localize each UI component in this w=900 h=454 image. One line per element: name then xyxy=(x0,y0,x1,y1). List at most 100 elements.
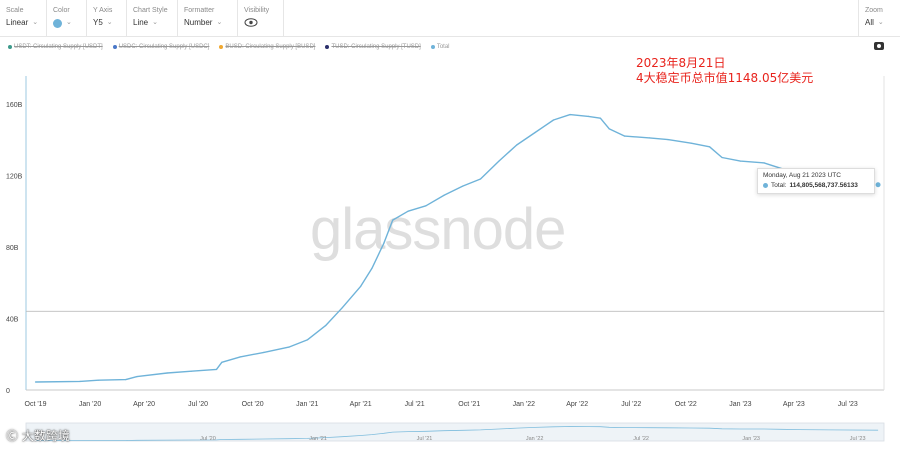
legend-label: TUSD: Circulating Supply [TUSD] xyxy=(331,44,421,50)
y-tick-label: 160B xyxy=(6,102,23,109)
chevron-down-icon: ⌄ xyxy=(877,19,884,26)
data-point xyxy=(739,160,742,162)
legend-label: USDC: Circulating Supply [USDC] xyxy=(118,44,210,50)
annotation: 2023年8月21日 4大稳定币总市值1148.05亿美元 xyxy=(636,56,813,86)
legend-item-busd[interactable]: BUSD: Circulating Supply [BUSD] xyxy=(219,44,315,50)
x-tick-label: Oct '22 xyxy=(675,401,697,408)
data-point xyxy=(79,380,81,382)
yaxis-selector[interactable]: Y Axis Y5 ⌄ xyxy=(87,0,127,36)
navigator-tick-label: Jan '23 xyxy=(742,436,760,442)
legend-item-usdt[interactable]: USDT: Circulating Supply [USDT] xyxy=(8,44,103,50)
legend-label: USDT: Circulating Supply [USDT] xyxy=(14,44,103,50)
data-point xyxy=(721,156,723,159)
chart-legend: USDT: Circulating Supply [USDT] USDC: Ci… xyxy=(8,44,450,50)
x-tick-label: Jan '21 xyxy=(296,401,318,408)
data-point xyxy=(392,219,394,221)
data-point xyxy=(534,131,536,134)
y-tick-label: 0 xyxy=(6,388,10,395)
watermark: glassnode xyxy=(310,197,566,262)
navigator-tick-label: Jul '23 xyxy=(850,436,866,442)
chart-style-selector[interactable]: Chart Style Line ⌄ xyxy=(127,0,178,36)
x-tick-label: Jul '22 xyxy=(621,401,641,408)
x-tick-label: Apr '21 xyxy=(350,401,372,408)
data-point xyxy=(383,242,385,244)
data-point xyxy=(97,379,99,381)
y-tick-label: 40B xyxy=(6,316,19,323)
data-point xyxy=(599,117,602,119)
y-tick-label: 120B xyxy=(6,173,23,180)
zoom-value: All xyxy=(865,18,874,27)
zoom-label: Zoom xyxy=(865,7,883,14)
x-tick-label: Jan '22 xyxy=(513,401,535,408)
legend-label: BUSD: Circulating Supply [BUSD] xyxy=(225,44,316,50)
data-point xyxy=(763,162,765,164)
x-tick-label: Jul '23 xyxy=(838,401,858,408)
data-point xyxy=(624,135,626,137)
x-tick-label: Oct '21 xyxy=(458,401,480,408)
x-tick-label: Apr '20 xyxy=(133,401,155,408)
chevron-down-icon: ⌄ xyxy=(66,19,72,26)
eye-icon xyxy=(244,18,258,27)
data-point xyxy=(667,139,669,141)
visibility-toggle[interactable]: Visibility xyxy=(238,0,284,36)
x-tick-label: Oct '19 xyxy=(25,401,47,408)
legend-dot xyxy=(219,45,224,49)
legend-label: Total xyxy=(436,44,450,50)
tooltip-value: 114,805,568,737.56133 xyxy=(789,182,858,189)
hover-point[interactable] xyxy=(874,181,882,189)
scale-selector[interactable]: Scale Linear ⌄ xyxy=(0,0,47,36)
chart-style-label: Chart Style xyxy=(133,7,168,14)
logo: Ⓒ 大数跨境 xyxy=(6,429,70,443)
camera-icon[interactable] xyxy=(874,42,884,50)
x-tick-label: Oct '20 xyxy=(242,401,264,408)
legend-item-tusd[interactable]: TUSD: Circulating Supply [TUSD] xyxy=(325,44,421,50)
chevron-down-icon: ⌄ xyxy=(216,19,223,26)
data-point xyxy=(425,205,427,207)
data-point xyxy=(371,267,373,269)
data-point xyxy=(325,325,327,327)
data-point xyxy=(649,137,651,139)
navigator-tick-label: Jul '21 xyxy=(417,436,433,442)
zoom-selector[interactable]: Zoom All ⌄ xyxy=(858,0,900,36)
formatter-selector[interactable]: Formatter Number ⌄ xyxy=(178,0,238,36)
data-point xyxy=(407,210,409,212)
data-point xyxy=(443,194,445,196)
data-point xyxy=(360,285,362,287)
color-swatch xyxy=(53,18,62,28)
series-line-total xyxy=(35,113,879,383)
tooltip-label: Total: xyxy=(771,182,787,189)
data-point xyxy=(498,160,500,162)
legend-item-total[interactable]: Total xyxy=(430,44,450,50)
formatter-label: Formatter xyxy=(184,7,215,14)
color-selector[interactable]: Color ⌄ xyxy=(47,0,87,36)
navigator-tick-label: Jan '21 xyxy=(309,436,327,442)
data-point xyxy=(263,351,265,353)
x-tick-label: Jan '23 xyxy=(729,401,751,408)
annotation-date: 2023年8月21日 xyxy=(636,56,726,70)
legend-dot xyxy=(325,45,330,49)
legend-dot xyxy=(8,45,12,49)
tooltip-dot xyxy=(763,183,768,188)
data-point xyxy=(552,119,555,121)
chart-style-value: Line xyxy=(133,18,149,27)
data-point xyxy=(136,376,138,378)
navigator-tick-label: Jul '22 xyxy=(633,436,649,442)
data-point xyxy=(569,114,571,116)
x-tick-label: Apr '23 xyxy=(783,401,805,408)
scale-value: Linear xyxy=(6,18,29,27)
data-point xyxy=(479,178,482,180)
data-point xyxy=(34,381,37,383)
legend-item-usdc[interactable]: USDC: Circulating Supply [USDC] xyxy=(112,44,210,50)
chevron-down-icon: ⌄ xyxy=(32,19,39,26)
data-point xyxy=(190,370,193,372)
navigator-tick-label: Jul '20 xyxy=(200,436,216,442)
x-tick-label: Jul '20 xyxy=(188,401,208,408)
data-point xyxy=(288,346,290,348)
navigator-series xyxy=(35,426,879,441)
data-point xyxy=(306,339,308,341)
legend-dot xyxy=(112,45,117,49)
scale-label: Scale xyxy=(6,7,24,14)
tooltip-date: Monday, Aug 21 2023 UTC xyxy=(763,172,841,179)
annotation-text: 4大稳定币总市值1148.05亿美元 xyxy=(636,71,814,85)
